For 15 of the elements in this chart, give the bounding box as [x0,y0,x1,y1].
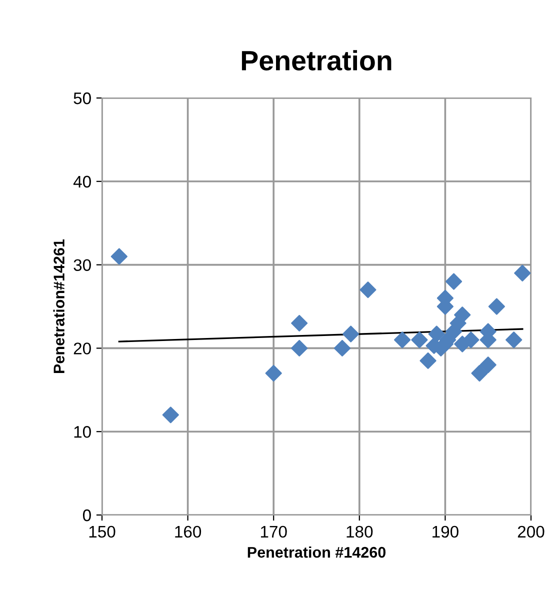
y-tick-label: 40 [73,176,91,188]
x-tick-label: 180 [346,526,373,538]
y-tick-label: 50 [74,92,91,104]
x-tick-label: 150 [89,526,116,538]
x-tick-label: 160 [175,526,202,538]
y-tick-label: 0 [82,509,91,522]
y-axis-title: Penetration#14261 [53,239,64,373]
x-tick-label: 190 [432,526,458,538]
x-axis-title: Penetration #14260 [248,546,386,558]
y-tick-label: 20 [74,342,91,354]
x-tick-label: 170 [260,526,287,538]
chart-title: Penetration [242,50,392,70]
y-tick-label: 10 [74,426,91,438]
y-tick-label: 30 [74,259,91,272]
x-tick-label: 200 [518,526,544,538]
